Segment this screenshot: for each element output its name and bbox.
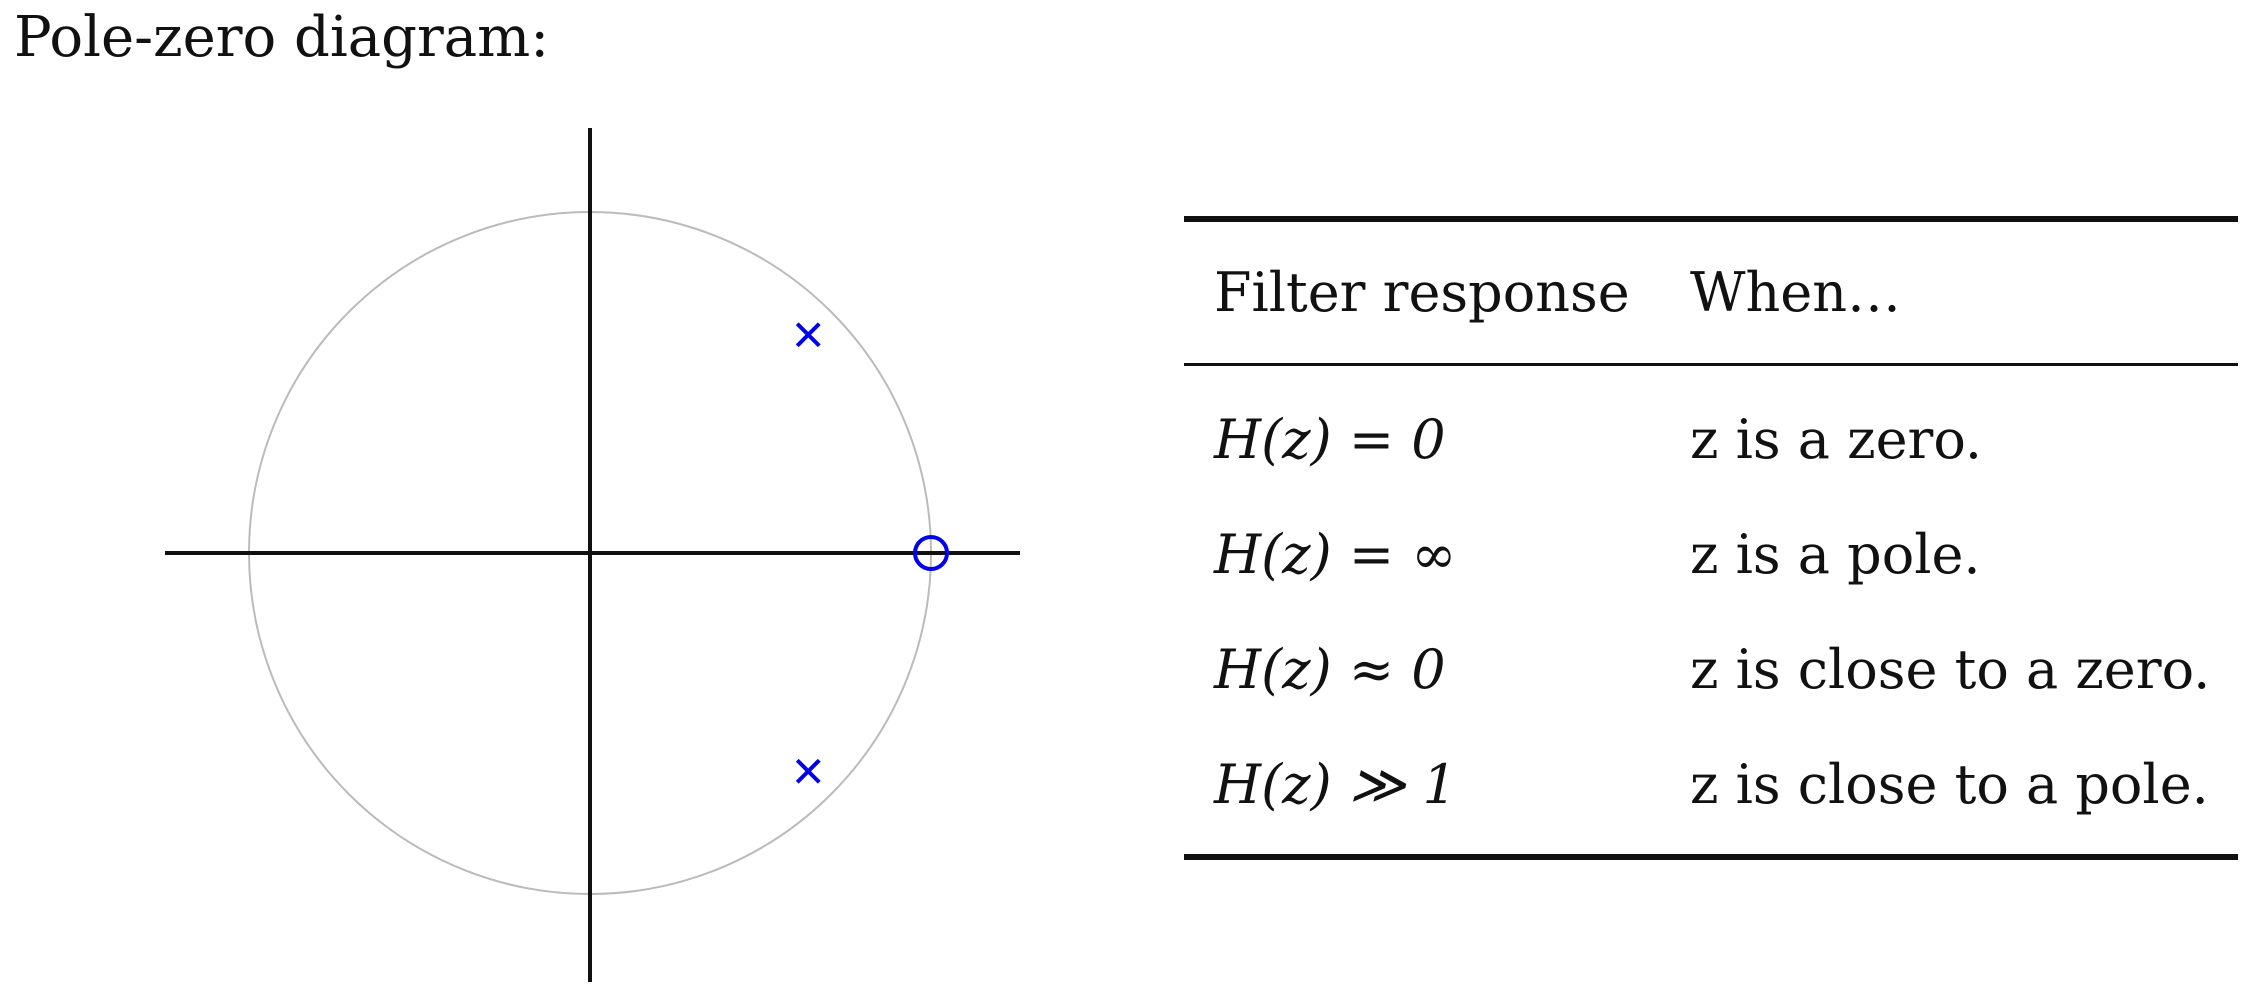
page-title: Pole-zero diagram: [14,5,550,70]
table-top-rule [1184,216,2238,222]
meaning-near-pole: z is close to a pole. [1690,753,2209,816]
pole-zero-plot [165,128,1020,982]
condition-near-pole: H(z) ≫ 1 [1214,753,1457,816]
zero-marker [913,535,949,571]
meaning-near-zero: z is close to a zero. [1690,638,2211,701]
pole-marker [795,758,821,784]
header-filter-response: Filter response [1214,261,1630,324]
condition-near-zero: H(z) ≈ 0 [1214,638,1446,701]
table-bottom-rule [1184,854,2238,860]
meaning-pole: z is a pole. [1690,523,1981,586]
condition-zero: H(z) = 0 [1214,408,1446,471]
pole-marker [795,322,821,348]
header-when: When… [1690,261,1902,324]
meaning-zero: z is a zero. [1690,408,1983,471]
table-header-rule [1184,363,2238,366]
condition-pole: H(z) = ∞ [1214,523,1457,586]
pole-zero-markers [795,322,949,784]
